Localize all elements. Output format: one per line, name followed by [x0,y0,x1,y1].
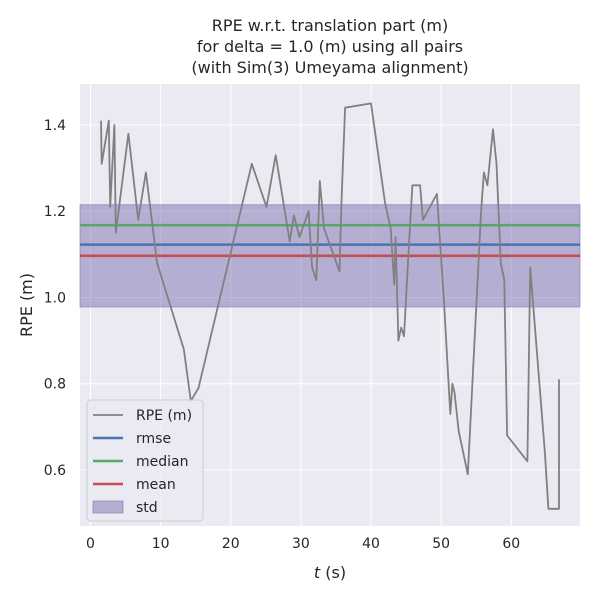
x-axis-label-variable: t [314,563,321,582]
x-tick-label-10: 10 [152,536,170,552]
legend-mean-label: mean [136,477,176,493]
series-layer [100,102,560,510]
legend-box [86,399,204,522]
chart-title-line-3: (with Sim(3) Umeyama alignment) [191,58,468,77]
y-tick-label-0.6: 0.6 [44,463,66,479]
legend-std-label: std [136,500,158,516]
series-line-0 [100,102,560,510]
legend-std-swatch [92,500,124,514]
tick-labels: 0 10 20 30 40 50 60 0.6 0.8 1.0 1.2 1.4 [44,118,520,552]
x-tick-label-50: 50 [432,536,450,552]
legend: RPE (m) rmse median mean std [86,399,204,522]
y-tick-label-0.8: 0.8 [44,377,66,393]
x-tick-label-40: 40 [362,536,380,552]
y-tick-label-1.2: 1.2 [44,204,66,220]
legend-median-label: median [136,454,188,470]
chart-title-line-1: RPE w.r.t. translation part (m) [212,16,448,35]
x-axis-label-unit: (s) [320,563,346,582]
y-tick-label-1.4: 1.4 [44,118,66,134]
x-tick-label-0: 0 [86,536,95,552]
x-tick-label-60: 60 [502,536,520,552]
x-tick-label-30: 30 [292,536,310,552]
y-tick-label-1: 1.0 [44,290,66,306]
legend-rmse-label: rmse [136,431,171,447]
x-axis-label: t (s) [314,563,346,582]
y-axis-label: RPE (m) [17,273,36,337]
chart-title-line-2: for delta = 1.0 (m) using all pairs [197,37,463,56]
legend-series-label: RPE (m) [136,408,192,424]
x-tick-label-20: 20 [222,536,240,552]
